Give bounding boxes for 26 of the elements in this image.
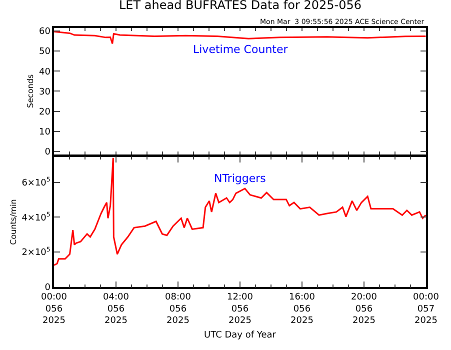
y-tick-label: 4×10$^{5}$ xyxy=(22,212,50,224)
y-axis-title: Seconds xyxy=(26,74,36,108)
y-axis-title: Counts/min xyxy=(8,199,18,245)
chart-title: LET ahead BUFRATES Data for 2025-056 xyxy=(119,0,362,12)
y-tick-label: 10 xyxy=(38,127,51,138)
y-tick-label: 60 xyxy=(38,27,51,38)
x-tick-label: 16:00 056 2025 xyxy=(289,292,316,326)
y-tick-label: 6×10$^{5}$ xyxy=(22,176,50,188)
y-tick-label: 30 xyxy=(38,87,51,98)
x-tick-label: 12:00 056 2025 xyxy=(227,292,254,326)
series-label: Livetime Counter xyxy=(193,43,288,56)
x-tick-label: 00:00 057 2025 xyxy=(413,292,440,326)
y-tick-label: 50 xyxy=(38,47,51,58)
x-tick-label: 04:00 056 2025 xyxy=(103,292,130,326)
line-series xyxy=(54,30,426,44)
x-tick-label: 08:00 056 2025 xyxy=(165,292,192,326)
x-tick-label: 00:00 056 2025 xyxy=(41,292,68,326)
line-series xyxy=(54,157,426,266)
y-tick-label: 2×10$^{5}$ xyxy=(22,246,50,258)
series-label: NTriggers xyxy=(214,172,266,185)
y-tick-label: 20 xyxy=(38,107,51,118)
y-tick-label: 0 xyxy=(44,148,51,158)
y-tick-label: 0 xyxy=(44,283,51,294)
x-axis-title: UTC Day of Year xyxy=(204,330,276,340)
y-tick-label: 40 xyxy=(38,67,51,78)
x-tick-label: 20:00 056 2025 xyxy=(351,292,378,326)
